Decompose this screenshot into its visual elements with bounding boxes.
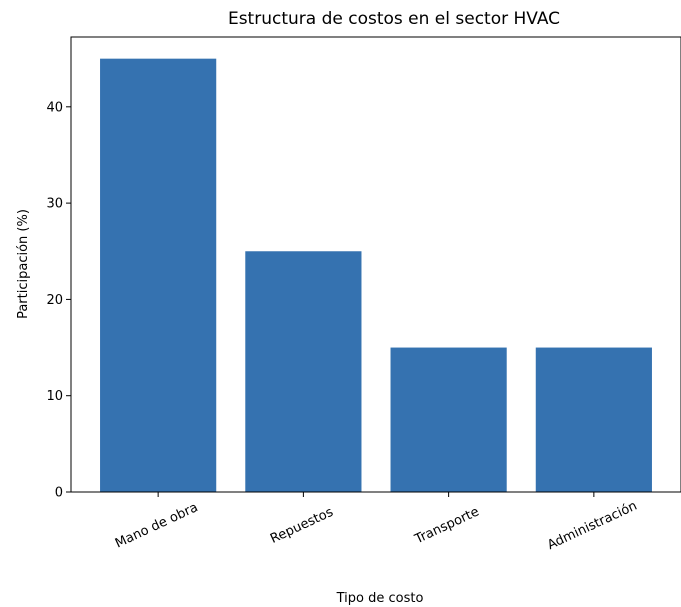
bar-mano-de-obra <box>100 58 217 493</box>
y-axis: 0 10 20 30 40 <box>46 100 71 501</box>
chart-title: Estructura de costos en el sector HVAC <box>228 9 560 29</box>
bar-transporte <box>390 347 507 492</box>
bar-administraci-n <box>535 347 652 492</box>
y-tick-label: 0 <box>55 486 63 501</box>
y-tick-label: 30 <box>46 197 63 212</box>
x-axis-label: Tipo de costo <box>336 591 424 606</box>
bar-group <box>100 58 652 493</box>
bar-repuestos <box>245 251 362 492</box>
y-tick-label: 10 <box>46 389 63 404</box>
y-tick-label: 40 <box>46 100 63 115</box>
y-tick-label: 20 <box>46 293 63 308</box>
y-axis-label: Participación (%) <box>16 209 31 319</box>
plot-frame <box>70 36 681 493</box>
